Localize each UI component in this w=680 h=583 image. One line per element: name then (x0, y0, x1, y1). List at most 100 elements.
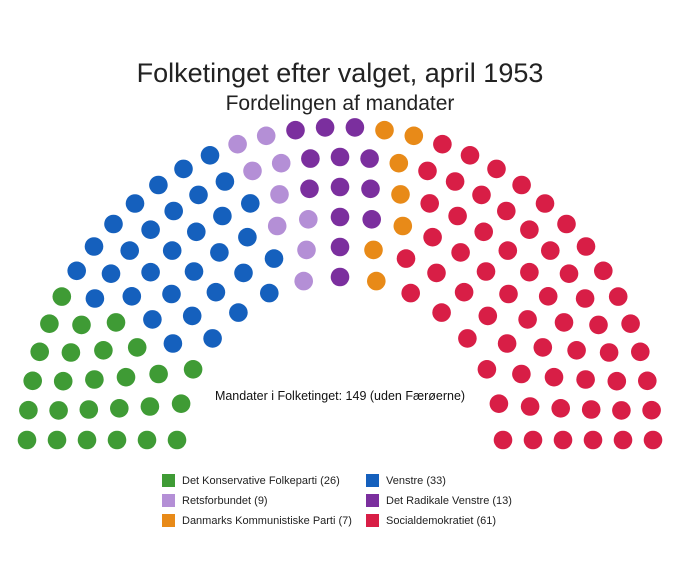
seat-dot (631, 342, 650, 362)
seat-dot (474, 222, 494, 242)
legend-swatch (366, 494, 379, 507)
seat-dot (576, 370, 595, 389)
seat-dot (499, 284, 518, 304)
seat-dot (460, 146, 480, 165)
seat-dot (286, 120, 305, 140)
seat-dot (401, 283, 421, 303)
legend-label: Venstre (33) (386, 474, 446, 487)
seat-dot (234, 263, 253, 283)
seat-dot (544, 367, 564, 387)
seat-dot (520, 262, 539, 282)
seat-dot (110, 399, 129, 418)
seat-dot (122, 287, 142, 306)
seat-dot (243, 161, 262, 181)
seat-dot (294, 271, 314, 291)
seat-dot (391, 185, 410, 204)
legend-swatch (162, 474, 175, 487)
seat-dot (458, 329, 477, 348)
seat-dot (330, 147, 350, 167)
legend-swatch (162, 514, 175, 527)
legend-label: Socialdemokratiet (61) (386, 514, 497, 527)
seat-dot (104, 214, 123, 234)
seat-dot (228, 134, 247, 154)
seat-dot (184, 262, 204, 281)
seat-dot (162, 284, 181, 304)
seat-dot (107, 430, 127, 450)
legend-item-kommunistiske: Danmarks Kommunistiske Parti (7) (162, 514, 352, 527)
seat-dot (149, 364, 168, 384)
seat-dot (512, 364, 531, 384)
seat-dot (210, 243, 229, 262)
seat-dot (49, 401, 68, 420)
seat-dot (497, 201, 516, 221)
seat-dot (260, 283, 279, 303)
seat-dot (297, 240, 316, 260)
seat-dot (523, 430, 543, 450)
seat-dot (315, 118, 335, 137)
seat-dot (241, 194, 260, 213)
seat-dot (420, 194, 440, 213)
seat-dot (72, 315, 91, 335)
seat-dot (361, 179, 380, 199)
seat-dot (445, 172, 465, 191)
seat-dot (52, 287, 72, 306)
seat-dot (40, 314, 59, 334)
seat-dot (200, 146, 220, 165)
seat-dot (575, 289, 595, 308)
seat-dot (299, 210, 318, 229)
seat-dot (599, 343, 619, 362)
seat-dot (520, 397, 540, 416)
seat-dot (451, 243, 470, 262)
seat-dot (520, 220, 539, 239)
seat-dot (476, 262, 496, 281)
seat-dot (433, 134, 452, 154)
seat-dot (589, 315, 608, 335)
seat-dot (229, 303, 248, 322)
seat-dot (174, 159, 193, 179)
seat-dot (535, 194, 555, 213)
seat-dot (489, 394, 509, 414)
seat-dot (77, 430, 97, 450)
seat-dot (238, 227, 257, 247)
seat-dot (149, 175, 168, 195)
seat-dot (163, 334, 183, 353)
seat-dot (497, 334, 517, 353)
seat-dot (512, 175, 531, 195)
seat-dot (125, 194, 145, 213)
seat-dot (215, 172, 235, 191)
seat-dot (427, 263, 446, 283)
seat-dot (423, 227, 442, 247)
seat-dot (270, 185, 289, 204)
seat-dot (533, 338, 553, 357)
legend-swatch (162, 494, 175, 507)
seat-dot (493, 430, 513, 450)
seat-dot (477, 360, 497, 379)
seat-dot (643, 430, 663, 450)
seat-dot (94, 341, 113, 360)
legend-item-konservative: Det Konservative Folkeparti (26) (162, 474, 340, 487)
seat-dot (141, 262, 160, 282)
seat-dot (183, 360, 203, 379)
seat-dot (19, 400, 38, 420)
seat-dot (583, 430, 603, 450)
legend-item-radikale: Det Radikale Venstre (13) (366, 494, 512, 507)
seat-dot (375, 120, 394, 140)
seat-dot (551, 399, 570, 418)
seat-dot (164, 201, 183, 221)
seat-dot (85, 289, 105, 308)
legend-label: Det Konservative Folkeparti (26) (182, 474, 340, 487)
seat-dot (389, 153, 409, 173)
seat-dot (267, 216, 287, 236)
seat-total-annotation: Mandater i Folketinget: 149 (uden Færøer… (214, 389, 466, 403)
legend-label: Det Radikale Venstre (13) (386, 494, 512, 507)
seat-dot (106, 313, 126, 332)
seat-dot (478, 306, 498, 326)
seat-dot (393, 216, 413, 236)
seat-dot (256, 126, 276, 146)
seat-dot (79, 400, 99, 419)
seat-dot (47, 430, 67, 450)
seat-dot (116, 367, 136, 387)
seat-dot (364, 240, 383, 260)
seat-dot (541, 241, 560, 260)
